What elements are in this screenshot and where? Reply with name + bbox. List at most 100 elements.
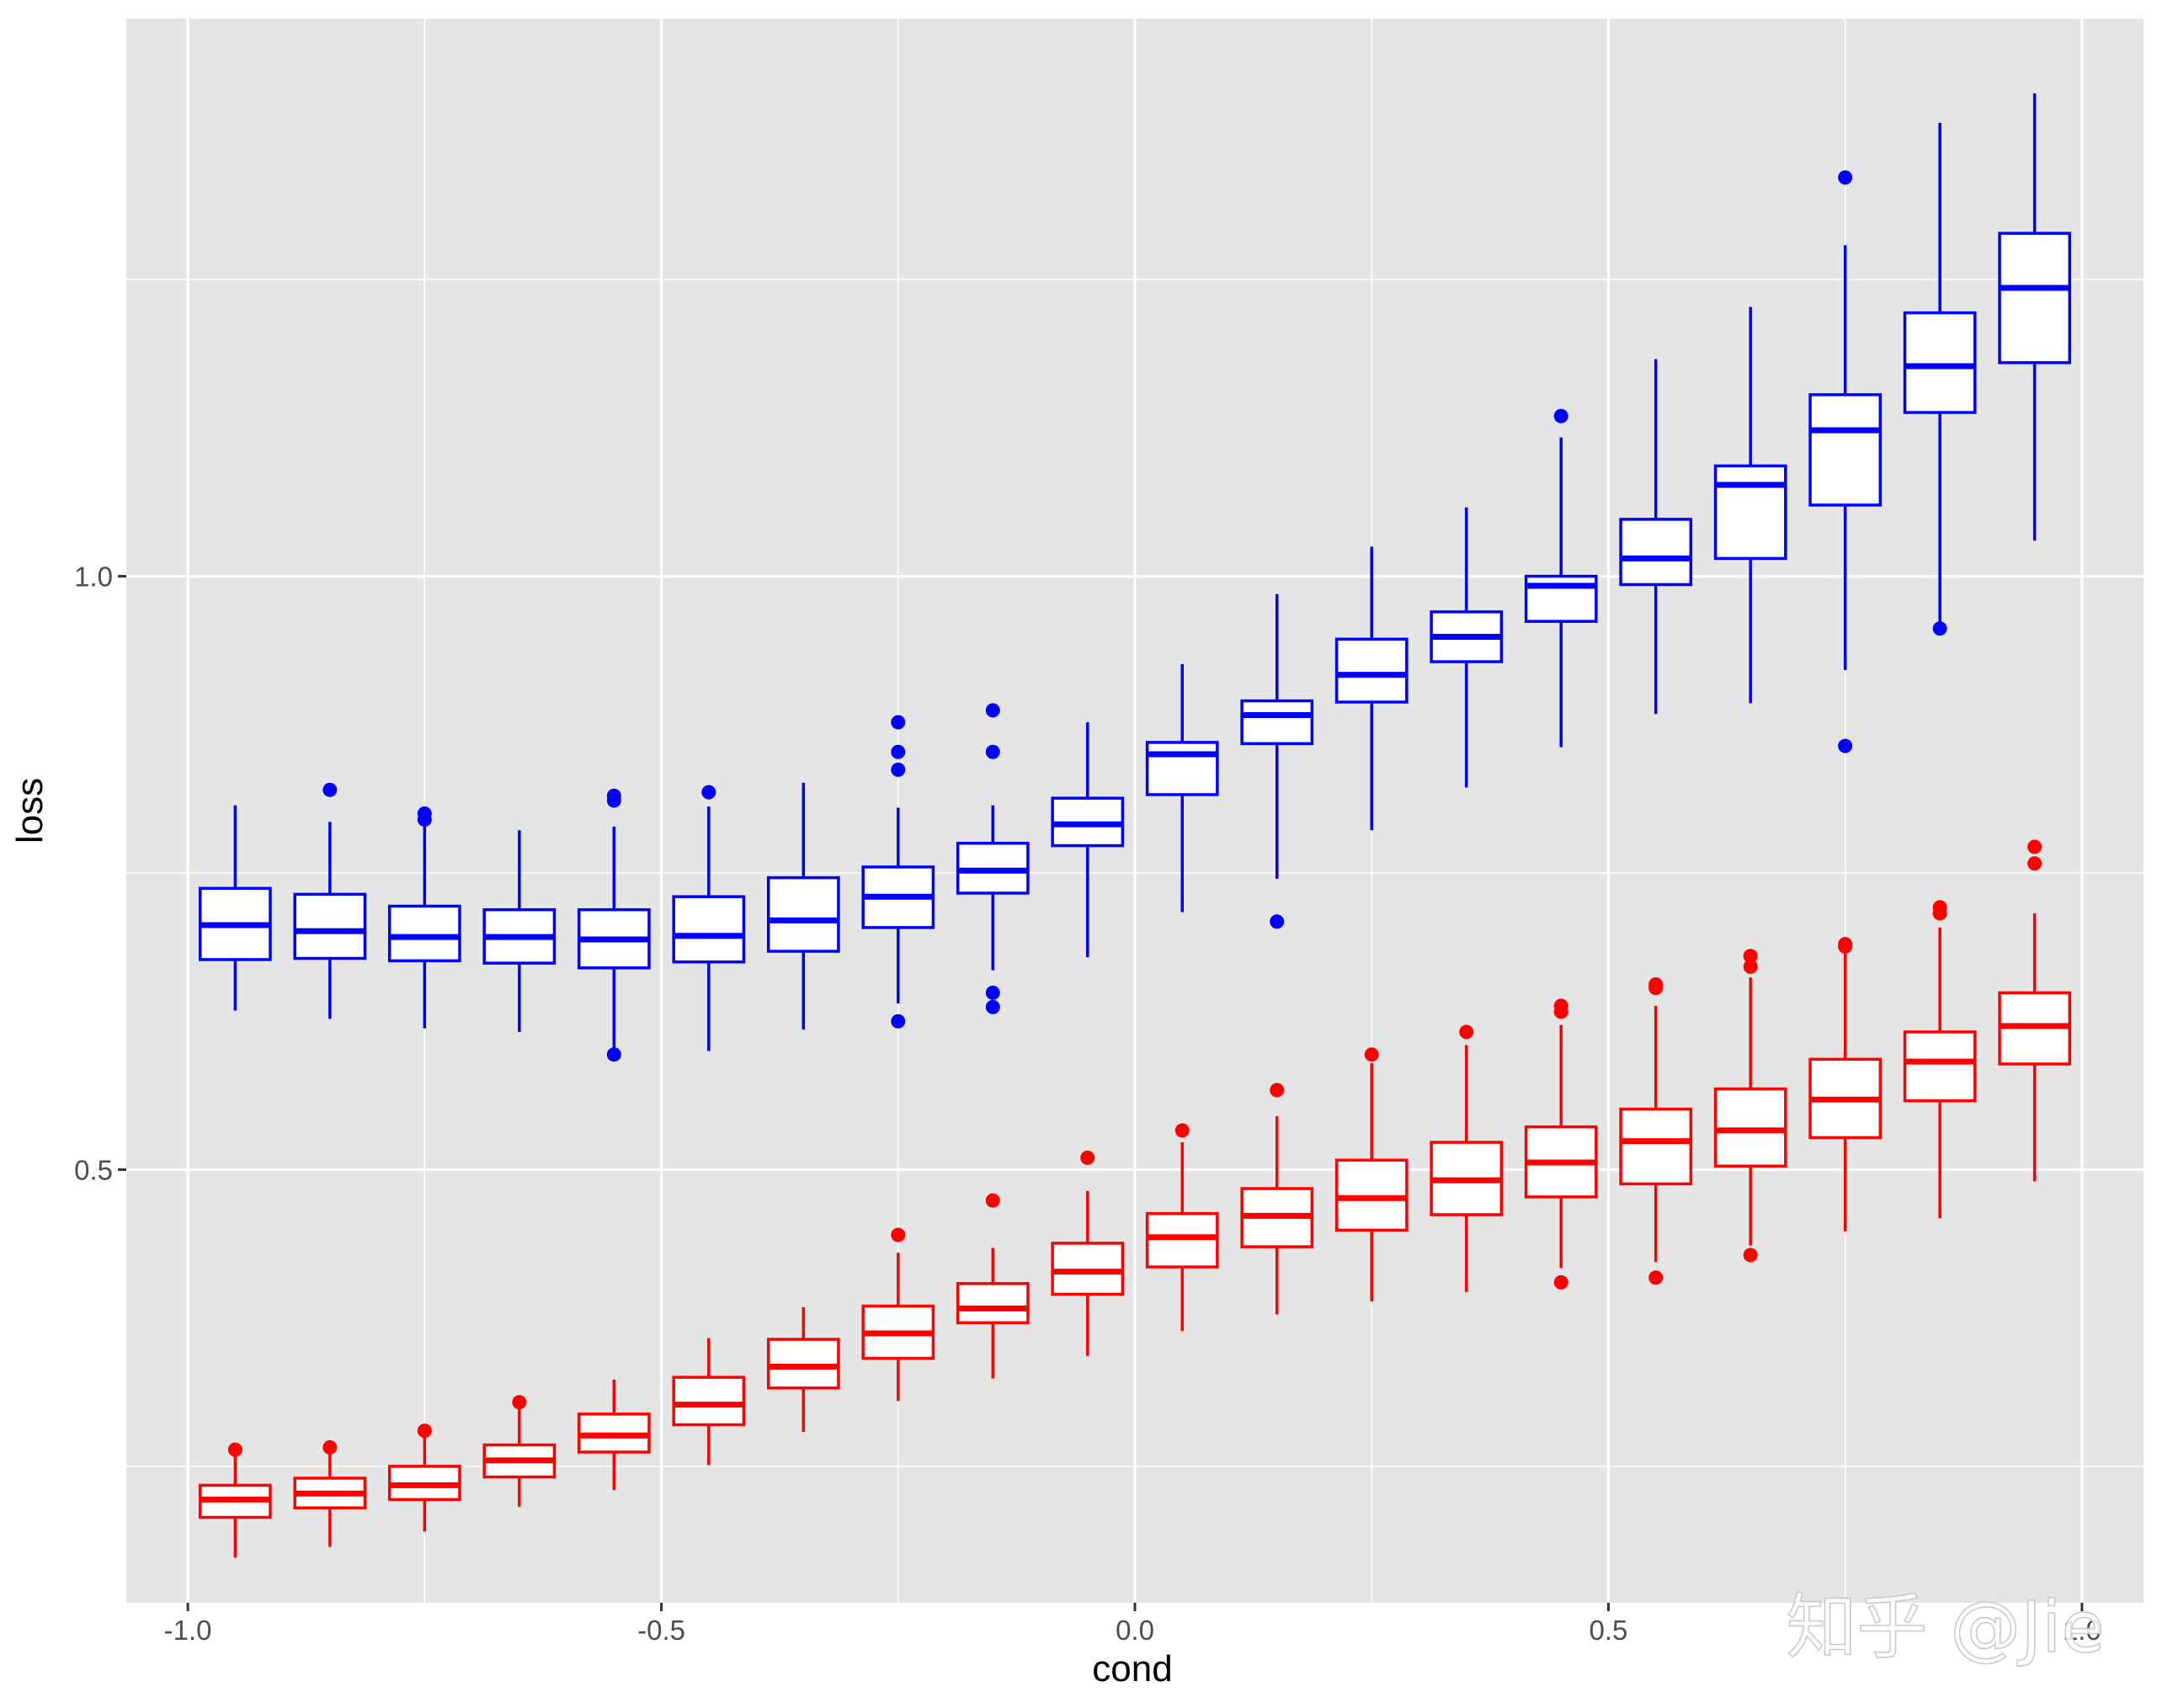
x-tick-label: 1.0 [2063, 1615, 2101, 1646]
box [956, 1193, 1030, 1379]
box-iqr [1713, 1087, 1787, 1168]
box [1145, 1123, 1219, 1332]
watermark: 知乎 @Jie [1787, 1586, 2106, 1668]
box-iqr [672, 895, 746, 964]
box [1998, 839, 2072, 1182]
box [577, 1379, 651, 1491]
box [1334, 1047, 1409, 1301]
outlier-point [1553, 1274, 1568, 1290]
box [198, 1442, 272, 1558]
outlier-point [606, 1047, 621, 1062]
outlier-point [891, 744, 906, 759]
box [1524, 998, 1598, 1290]
y-tick-label: 0.5 [74, 1154, 113, 1185]
outlier-point [891, 715, 906, 730]
box-iqr [672, 1375, 746, 1427]
outlier-point [417, 1423, 432, 1439]
box [861, 715, 935, 1029]
series-2 [198, 839, 2072, 1558]
y-tick-label: 1.0 [74, 561, 113, 593]
outlier-point [1932, 621, 1947, 636]
outlier-point [701, 785, 716, 800]
box [672, 785, 746, 1051]
outlier-point [985, 703, 1000, 718]
outlier-point [1648, 1270, 1664, 1285]
box-iqr [1334, 1158, 1409, 1232]
box-iqr [1903, 311, 1977, 414]
box [1903, 123, 1977, 636]
outlier-point [322, 1439, 338, 1455]
outlier-point [1743, 959, 1758, 974]
box-iqr [1998, 231, 2072, 364]
box [293, 782, 367, 1019]
outlier-point [1553, 408, 1568, 423]
box [1903, 900, 1977, 1219]
x-tick-label: 0.0 [1116, 1615, 1154, 1646]
box [1240, 593, 1314, 929]
box-iqr [1240, 699, 1314, 746]
outlier-point [891, 1227, 906, 1242]
box [1619, 359, 1693, 715]
gridlines [126, 19, 2144, 1603]
box [956, 703, 1030, 1014]
box [482, 830, 557, 1032]
box-iqr [1619, 518, 1693, 587]
box [1240, 1083, 1314, 1315]
series-layer [198, 93, 2072, 1558]
box [1430, 507, 1504, 788]
box-iqr [1713, 464, 1787, 561]
box-iqr [1808, 393, 1883, 507]
outlier-point [985, 999, 1000, 1014]
box [1334, 546, 1409, 831]
outlier-point [985, 1193, 1000, 1208]
box [387, 1423, 461, 1532]
box [577, 788, 651, 1062]
box [766, 782, 840, 1030]
box [1808, 937, 1883, 1232]
box [1051, 721, 1125, 958]
box-iqr [1145, 1211, 1219, 1269]
outlier-point [891, 1014, 906, 1029]
box [293, 1439, 367, 1547]
box [482, 1395, 557, 1507]
axes: -1.0 -0.5 0.0 0.5 1.0 0.5 1.0 [74, 561, 2101, 1646]
box-iqr [766, 1338, 840, 1390]
outlier-point [1364, 1047, 1379, 1062]
box-iqr [1145, 741, 1219, 796]
outlier-point [1270, 914, 1285, 929]
box-iqr [1619, 1107, 1693, 1186]
box-iqr [956, 1282, 1030, 1325]
outlier-point [606, 788, 621, 803]
outlier-point [1838, 170, 1853, 185]
x-tick-label: 0.5 [1590, 1615, 1628, 1646]
outlier-point [1838, 937, 1853, 952]
y-axis-title: loss [9, 778, 51, 843]
outlier-point [322, 782, 338, 797]
box-iqr [1334, 637, 1409, 704]
outlier-point [1270, 1083, 1285, 1098]
box [1713, 949, 1787, 1263]
outlier-point [1553, 998, 1568, 1014]
box [1619, 977, 1693, 1285]
outlier-point [1080, 1150, 1095, 1165]
outlier-point [891, 762, 906, 777]
outlier-point [417, 806, 432, 822]
box [1145, 663, 1219, 913]
x-axis-title: cond [1092, 1648, 1172, 1689]
box [1430, 1024, 1504, 1292]
box [1051, 1150, 1125, 1356]
outlier-point [2027, 856, 2042, 871]
outlier-point [1932, 900, 1947, 915]
box-iqr [1903, 1030, 1977, 1103]
outlier-point [1743, 949, 1758, 964]
outlier-point [227, 1442, 242, 1457]
series-1 [198, 93, 2072, 1062]
box-iqr [766, 875, 840, 953]
box [1998, 93, 2072, 541]
outlier-point [512, 1395, 527, 1410]
outlier-point [1648, 977, 1664, 992]
outlier-point [1838, 738, 1853, 753]
box [1524, 408, 1598, 748]
box [861, 1227, 935, 1402]
